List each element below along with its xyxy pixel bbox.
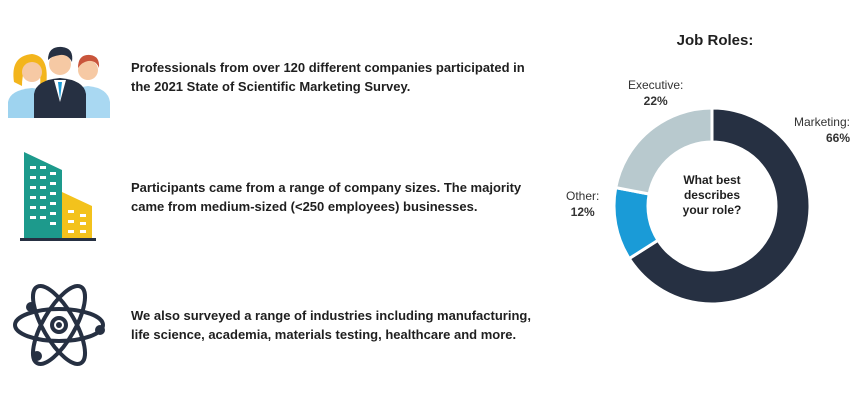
buildings-icon	[20, 152, 96, 241]
people-icon	[8, 46, 110, 118]
donut-slice-executive	[613, 106, 714, 196]
donut-center-text: What best describes your role?	[682, 173, 742, 217]
atom-icon	[13, 284, 105, 366]
row-text: We also surveyed a range of industries i…	[131, 308, 531, 342]
job-roles-donut-chart	[612, 106, 812, 306]
slice-percent: 66%	[825, 131, 850, 145]
row-text: Participants came from a range of compan…	[131, 180, 522, 214]
info-row-companies: Professionals from over 120 different co…	[0, 36, 560, 136]
slice-percent: 22%	[643, 94, 668, 108]
slice-name: Other:	[566, 189, 600, 203]
info-row-company-sizes: Participants came from a range of compan…	[0, 146, 560, 246]
slice-label-executive: Executive: 22%	[628, 77, 683, 109]
slice-label-other: Other: 12%	[566, 188, 599, 220]
slice-name: Marketing:	[793, 115, 850, 129]
slice-percent: 12%	[570, 205, 595, 219]
slice-name: Executive:	[628, 78, 684, 92]
row-text: Professionals from over 120 different co…	[131, 60, 525, 94]
chart-title: Job Roles:	[676, 32, 754, 49]
donut-slice-marketing	[627, 106, 812, 306]
info-row-industries: We also surveyed a range of industries i…	[0, 276, 560, 376]
slice-label-marketing: Marketing: 66%	[790, 114, 850, 146]
